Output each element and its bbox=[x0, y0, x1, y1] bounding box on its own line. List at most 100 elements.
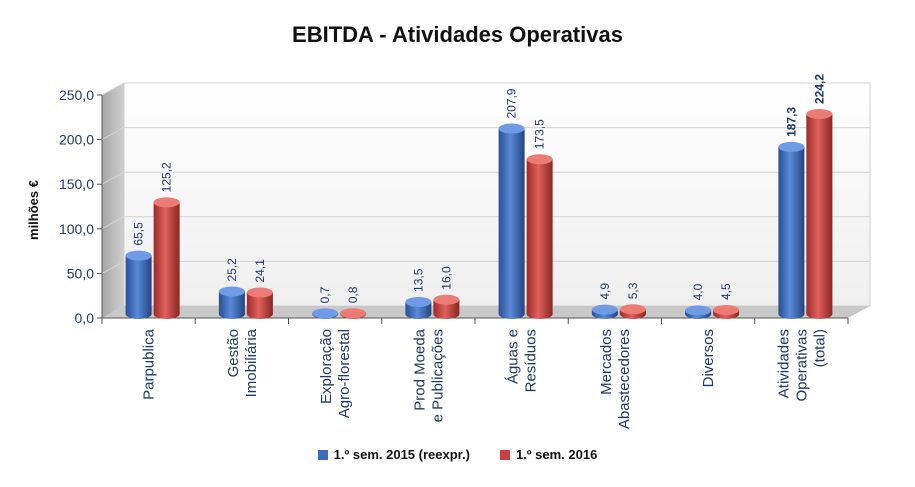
bar-body bbox=[125, 255, 152, 314]
data-label: 65,5 bbox=[132, 222, 146, 246]
x-tick-label-line: Atividades bbox=[775, 329, 792, 398]
bar-2016 bbox=[526, 154, 553, 319]
bar-base bbox=[778, 309, 805, 319]
bar-2016 bbox=[806, 109, 833, 319]
x-tick-label-line: Gestão bbox=[225, 329, 242, 377]
bar-2016 bbox=[246, 287, 273, 319]
bar-top bbox=[312, 308, 339, 319]
y-tick-label: 100,0 bbox=[59, 221, 94, 237]
x-tick-label-line: Mercados bbox=[598, 329, 615, 395]
legend-swatch-2015 bbox=[317, 449, 328, 460]
bar-base bbox=[246, 309, 273, 319]
bar-2015 bbox=[685, 305, 712, 319]
x-tick-label-line: Abastecedores bbox=[616, 329, 633, 429]
bar-top bbox=[246, 287, 273, 298]
x-tick-label-line: Prod Moeda bbox=[411, 328, 428, 410]
data-label: 187,3 bbox=[784, 107, 798, 137]
bar-body bbox=[246, 292, 273, 314]
bar-2015 bbox=[125, 250, 152, 319]
legend-item-2015: 1.º sem. 2015 (reexpr.) bbox=[317, 447, 470, 462]
bar-body bbox=[153, 202, 180, 314]
bar-top bbox=[433, 294, 460, 305]
bar-top bbox=[405, 296, 432, 307]
data-label: 16,0 bbox=[439, 266, 453, 290]
x-tick-label-line: Parpublica bbox=[141, 328, 158, 400]
side-wall bbox=[102, 83, 124, 318]
x-tick-label-line: Imobiliária bbox=[243, 328, 260, 397]
x-tick-label-line: Operativas bbox=[793, 329, 810, 402]
bar-base bbox=[498, 309, 525, 319]
data-label: 125,2 bbox=[160, 162, 174, 192]
legend-swatch-2016 bbox=[499, 449, 510, 460]
data-label: 25,2 bbox=[225, 258, 239, 282]
legend: 1.º sem. 2015 (reexpr.) 1.º sem. 2016 bbox=[0, 447, 915, 462]
legend-label-2015: 1.º sem. 2015 (reexpr.) bbox=[333, 447, 470, 462]
bar-body bbox=[778, 146, 805, 314]
floor bbox=[102, 306, 870, 318]
bar-2015 bbox=[591, 304, 618, 319]
bar-base bbox=[218, 309, 245, 319]
bar-top bbox=[591, 304, 618, 315]
legend-label-2016: 1.º sem. 2016 bbox=[515, 447, 598, 462]
bar-2015 bbox=[218, 286, 245, 319]
y-tick-label: 0,0 bbox=[75, 310, 95, 326]
bar-top bbox=[125, 250, 152, 261]
gridline bbox=[101, 82, 870, 96]
bar-2016 bbox=[340, 308, 367, 319]
bar-2015 bbox=[498, 123, 525, 319]
gridlines bbox=[101, 82, 870, 274]
y-tick-label: 250,0 bbox=[59, 87, 94, 103]
x-tick-label-line: Diversos bbox=[700, 329, 717, 387]
bar-top bbox=[806, 109, 833, 120]
bar-top bbox=[526, 154, 553, 165]
bar-base bbox=[405, 309, 432, 319]
bar-top bbox=[340, 308, 367, 319]
y-axis-label: milhões € bbox=[26, 180, 41, 240]
data-label: 224,2 bbox=[812, 74, 826, 104]
bar-top bbox=[218, 286, 245, 297]
data-label: 4,0 bbox=[691, 283, 705, 300]
chart-title: EBITDA - Atividades Operativas bbox=[292, 22, 623, 47]
x-tick-label-line: Águas e bbox=[505, 329, 522, 384]
data-label: 4,9 bbox=[598, 283, 612, 300]
gridline bbox=[101, 171, 870, 185]
bar-body bbox=[498, 128, 525, 314]
bar-base bbox=[526, 309, 553, 319]
data-label: 13,5 bbox=[411, 268, 425, 292]
bar-base bbox=[153, 309, 180, 319]
bar-top bbox=[713, 304, 740, 315]
data-label: 207,9 bbox=[505, 88, 519, 118]
bars bbox=[125, 109, 833, 319]
gridline bbox=[101, 127, 870, 141]
data-label: 0,8 bbox=[346, 286, 360, 303]
data-label: 5,3 bbox=[626, 282, 640, 299]
bar-body bbox=[806, 114, 833, 314]
gridline bbox=[101, 216, 870, 230]
y-tick-label: 50,0 bbox=[67, 265, 94, 281]
bar-2015 bbox=[405, 296, 432, 319]
y-tick-label: 150,0 bbox=[59, 176, 94, 192]
data-label: 4,5 bbox=[719, 283, 733, 300]
bar-2016 bbox=[433, 294, 460, 319]
bar-top bbox=[498, 123, 525, 134]
bar-2016 bbox=[153, 197, 180, 319]
bar-body bbox=[218, 291, 245, 314]
bar-2016 bbox=[619, 304, 646, 319]
bar-2016 bbox=[713, 304, 740, 319]
data-label: 0,7 bbox=[318, 286, 332, 303]
bar-top bbox=[619, 304, 646, 315]
plot-background bbox=[102, 82, 871, 318]
x-tick-label-line: e Publicações bbox=[429, 329, 446, 422]
bar-2015 bbox=[778, 141, 805, 319]
bar-base bbox=[806, 309, 833, 319]
gridline bbox=[101, 260, 870, 274]
x-tick-label-line: Resíduos bbox=[523, 329, 540, 392]
bar-top bbox=[685, 305, 712, 316]
x-tick-label-line: Agro-florestal bbox=[336, 329, 353, 418]
x-tick-label-line: (total) bbox=[811, 329, 828, 367]
bar-base bbox=[433, 309, 460, 319]
bar-base bbox=[125, 309, 152, 319]
axes: 0,0 50,0 100,0 150,0 200,0 250,0 Parpublica Ges… bbox=[59, 87, 849, 429]
bar-top bbox=[153, 197, 180, 208]
